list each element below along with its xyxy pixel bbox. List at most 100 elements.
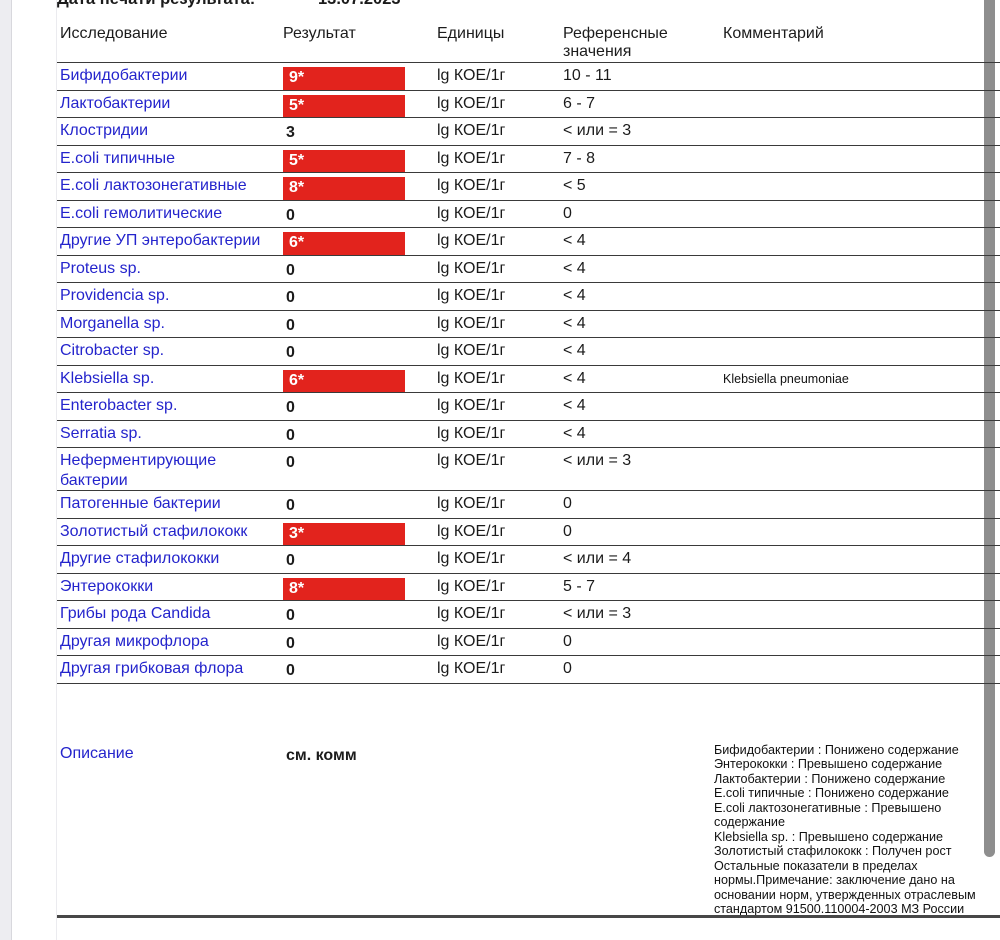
vertical-scrollbar-thumb[interactable] — [984, 0, 995, 857]
units-value: lg КОЕ/1г — [437, 259, 506, 277]
conclusion-comment-line: E.coli типичные : Понижено содержание — [714, 786, 949, 801]
units-value: lg КОЕ/1г — [437, 605, 506, 622]
row-comment — [720, 549, 1000, 573]
study-name: E.coli типичные — [60, 149, 176, 167]
description-row: Описание см. комм Бифидобактерии : Пониж… — [57, 741, 1000, 916]
result-value: 0 — [286, 316, 295, 334]
result-cell: 0 — [280, 451, 434, 490]
study-name: Патогенные бактерии — [60, 495, 221, 512]
result-value: 8* — [283, 177, 405, 200]
table-row: Неферментирующие бактерии 0 lg КОЕ/1г < … — [57, 448, 1000, 491]
row-comment — [720, 314, 1000, 338]
table-row: Morganella sp. 0 lg КОЕ/1г < 4 — [57, 311, 1000, 338]
conclusion-comment-line: E.coli лактозонегативные : Превышено — [714, 800, 942, 815]
row-comment — [720, 522, 1000, 546]
window-left-gutter — [0, 0, 12, 940]
table-row: Enterobacter sp. 0 lg КОЕ/1г < 4 — [57, 393, 1000, 421]
result-value: 3* — [283, 522, 405, 545]
units-value: lg КОЕ/1г — [437, 369, 506, 387]
conclusion-comment-line: основании норм, утвержденных отраслевым — [714, 887, 976, 902]
header-comment: Комментарий — [723, 25, 824, 42]
units-value: lg КОЕ/1г — [437, 149, 506, 167]
reference-range: 0 — [563, 632, 572, 650]
units-value: lg КОЕ/1г — [437, 424, 506, 442]
row-comment — [720, 66, 1000, 90]
row-comment — [720, 659, 1000, 683]
study-name: Бифидобактерии — [60, 67, 188, 84]
description-result-cell: см. комм — [280, 744, 434, 916]
reference-range: < 4 — [563, 342, 586, 359]
study-name: Энтерококки — [60, 577, 154, 595]
result-value: 0 — [286, 634, 295, 652]
result-cell: 0 — [280, 494, 434, 518]
report-bottom-rule — [57, 915, 1000, 918]
row-comment — [720, 341, 1000, 365]
description-label: Описание — [60, 745, 134, 762]
row-comment — [720, 632, 1000, 656]
units-value: lg КОЕ/1г — [437, 550, 506, 567]
result-cell: 6* — [280, 369, 434, 392]
study-name: Другая микрофлора — [60, 632, 209, 650]
reference-range: 7 - 8 — [563, 149, 596, 167]
result-value: 6* — [283, 369, 405, 392]
table-row: Другие стафилококки 0 lg КОЕ/1г < или = … — [57, 546, 1000, 574]
table-row: Providencia sp. 0 lg КОЕ/1г < 4 — [57, 283, 1000, 311]
description-reference-empty — [560, 744, 720, 916]
units-value: lg КОЕ/1г — [437, 177, 506, 194]
header-units: Единицы — [437, 25, 505, 42]
reference-range: 0 — [563, 495, 572, 512]
study-name: Providencia sp. — [60, 287, 170, 304]
row-comment — [720, 424, 1000, 448]
result-cell: 8* — [280, 176, 434, 200]
study-name: Другие стафилококки — [60, 550, 220, 567]
header-reference: Референсные значения — [563, 25, 668, 60]
header-study: Исследование — [60, 25, 168, 42]
result-cell: 0 — [280, 632, 434, 656]
row-comment — [720, 577, 1000, 601]
reference-range: 10 - 11 — [563, 67, 612, 84]
units-value: lg КОЕ/1г — [437, 67, 506, 84]
page-left-edge — [56, 0, 57, 940]
result-cell: 0 — [280, 659, 434, 683]
reference-range: < 4 — [563, 424, 586, 442]
units-value: lg КОЕ/1г — [437, 204, 506, 222]
result-cell: 0 — [280, 604, 434, 628]
row-comment — [720, 451, 1000, 490]
result-value: 5* — [283, 149, 405, 172]
description-comment-cell: Бифидобактерии : Понижено содержание Энт… — [714, 743, 1000, 916]
result-cell: 6* — [280, 231, 434, 255]
table-row: E.coli типичные 5* lg КОЕ/1г 7 - 8 — [57, 146, 1000, 173]
result-cell: 3* — [280, 522, 434, 545]
study-name: Грибы рода Candida — [60, 605, 211, 622]
row-comment — [720, 604, 1000, 628]
table-row: Клостридии 3 lg КОЕ/1г < или = 3 — [57, 118, 1000, 146]
table-row: Proteus sp. 0 lg КОЕ/1г < 4 — [57, 256, 1000, 283]
table-row: E.coli гемолитические 0 lg КОЕ/1г 0 — [57, 201, 1000, 228]
result-cell: 0 — [280, 396, 434, 420]
result-value: 0 — [286, 454, 295, 471]
conclusion-comment-line: Остальные показатели в пределах — [714, 858, 918, 873]
table-row: Klebsiella sp. 6* lg КОЕ/1г < 4 Klebsiel… — [57, 366, 1000, 393]
reference-range: < или = 3 — [563, 452, 632, 469]
row-comment — [720, 176, 1000, 200]
study-name: Другая грибковая флора — [60, 660, 244, 677]
table-row: Лактобактерии 5* lg КОЕ/1г 6 - 7 — [57, 91, 1000, 118]
header-result: Результат — [283, 25, 356, 42]
study-name: Другие УП энтеробактерии — [60, 232, 261, 249]
conclusion-comment-line: Энтерококки : Превышено содержание — [714, 757, 943, 772]
row-comment — [720, 149, 1000, 173]
conclusion-comment-line: Klebsiella sp. : Превышено содержание — [714, 829, 944, 844]
reference-range: 6 - 7 — [563, 94, 596, 112]
result-value: 0 — [286, 289, 295, 306]
print-date-line: Дата печати результата: 13.07.2023 — [57, 0, 401, 9]
units-value: lg КОЕ/1г — [437, 397, 506, 414]
study-name: Лактобактерии — [60, 94, 171, 112]
study-name: E.coli гемолитические — [60, 204, 223, 222]
description-result-value: см. комм — [286, 747, 357, 764]
conclusion-comment-line: Золотистый стафилококк : Получен рост — [714, 844, 952, 859]
units-value: lg КОЕ/1г — [437, 94, 506, 112]
print-date-label: Дата печати результата: — [57, 0, 255, 8]
result-cell: 0 — [280, 259, 434, 283]
result-cell: 0 — [280, 424, 434, 448]
reference-range: < 4 — [563, 397, 586, 414]
